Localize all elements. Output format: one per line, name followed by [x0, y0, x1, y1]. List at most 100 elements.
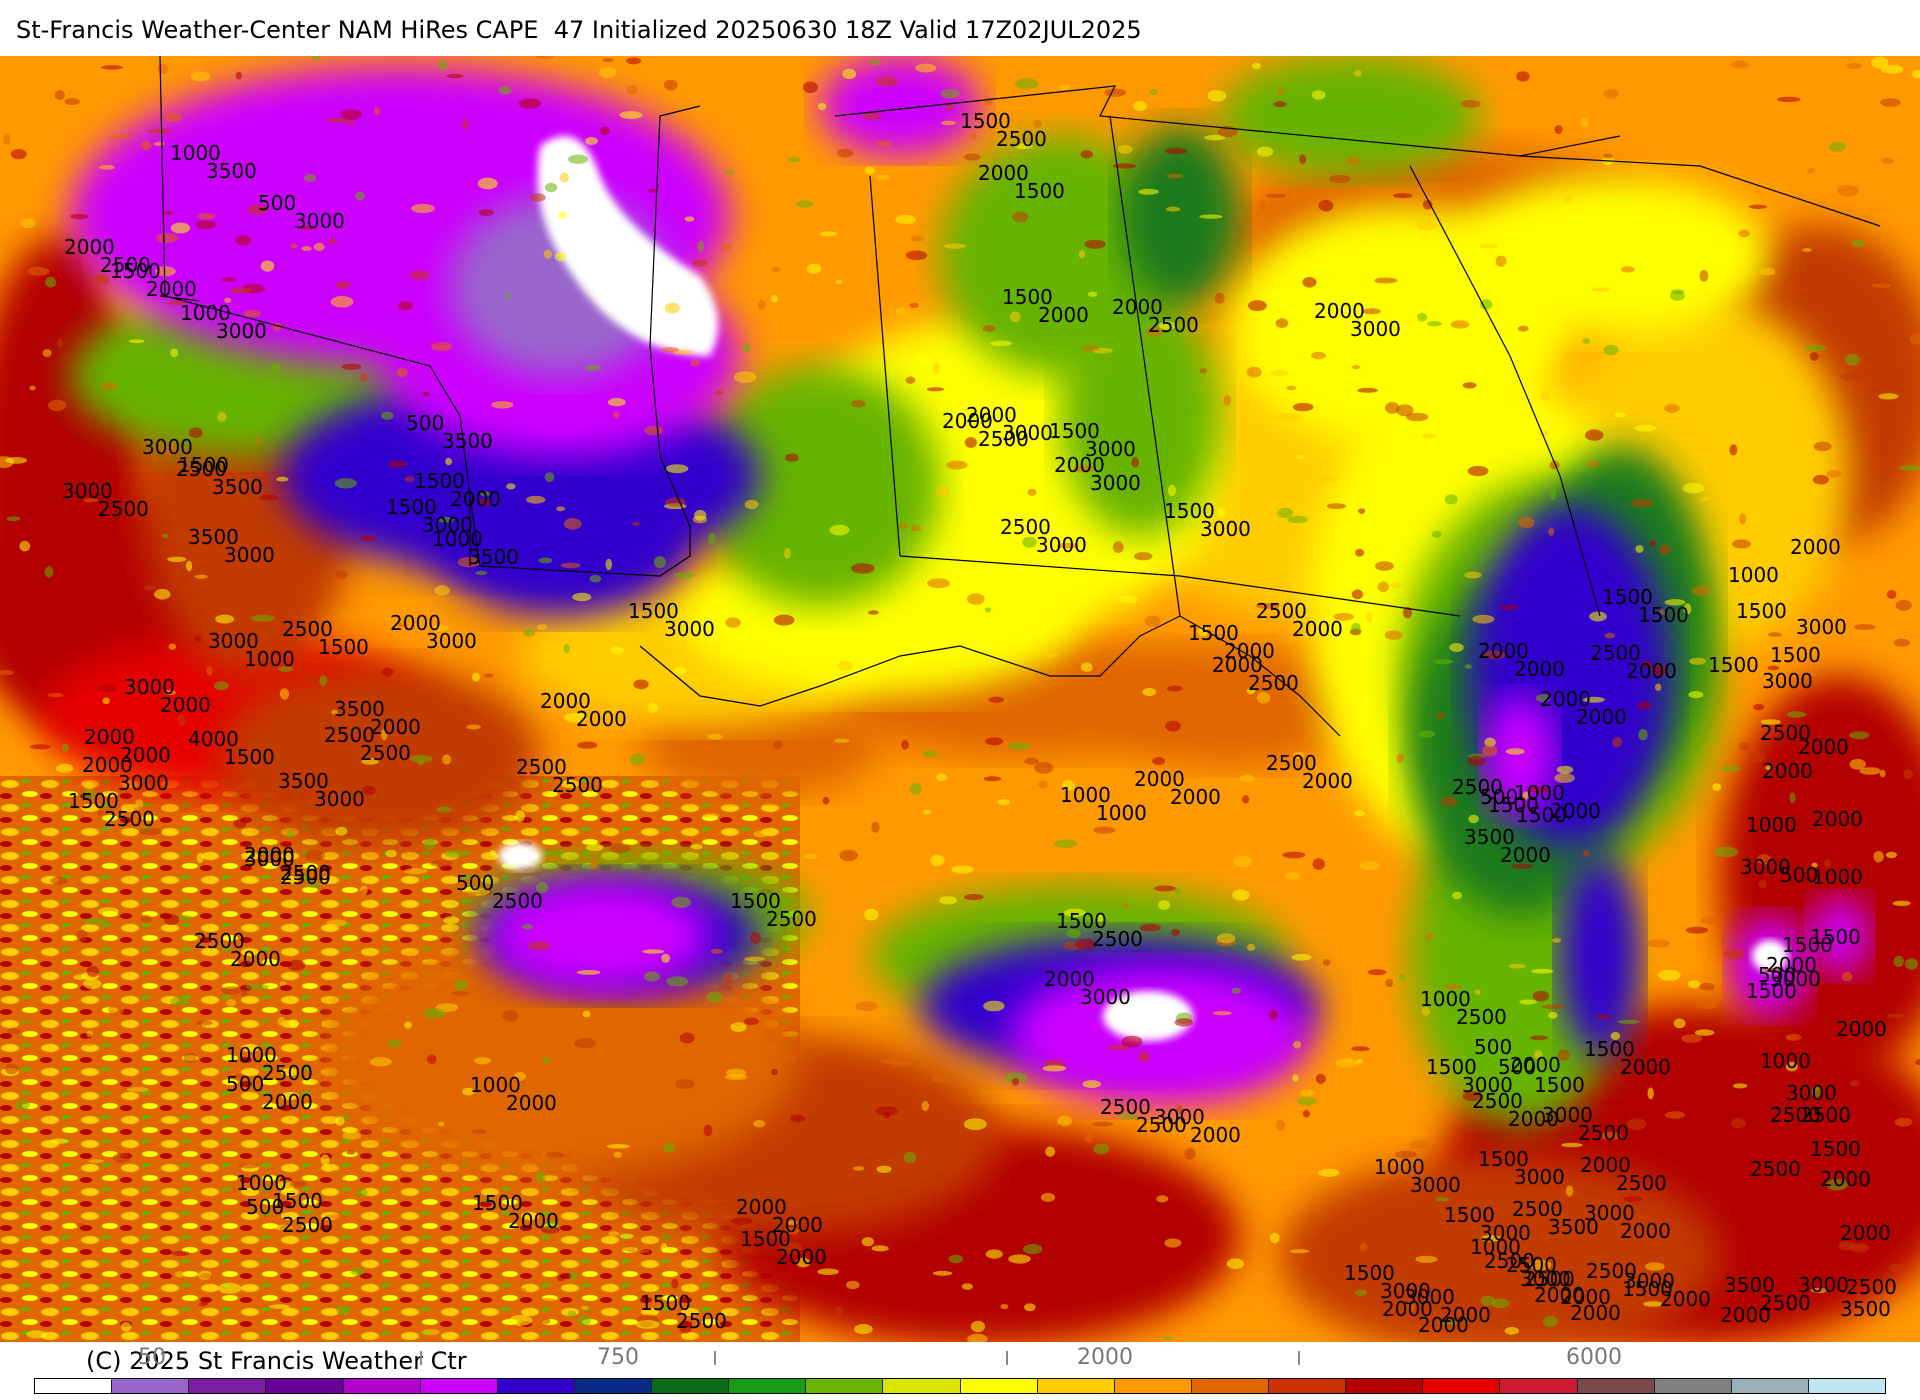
contour-label: 3000 [1584, 1201, 1635, 1225]
cape-texture-cell [1892, 900, 1911, 906]
cape-texture-cell [1688, 980, 1701, 989]
contour-label: 3000 [1002, 421, 1053, 445]
cape-texture-cell [1326, 503, 1347, 510]
cape-region [1120, 126, 1240, 306]
cape-texture-cell [802, 81, 819, 94]
cape-texture-cell [1878, 393, 1899, 400]
cape-texture-cell [1738, 741, 1750, 751]
cape-texture-cell [1894, 1117, 1913, 1127]
cape-texture-cell [1011, 1077, 1020, 1086]
cape-texture-cell [355, 1187, 368, 1197]
contour-label: 1000 [1746, 813, 1797, 837]
contour-label: 2500 [104, 807, 155, 831]
contour-label: 3000 [1404, 1285, 1455, 1309]
cape-texture-cell [1302, 1110, 1310, 1118]
contour-label: 2500 [676, 1309, 727, 1333]
cape-texture-cell [1396, 753, 1405, 764]
contour-label: 1500 [1056, 909, 1107, 933]
cape-texture-cell [935, 485, 951, 498]
contour-label: 2500 [324, 723, 375, 747]
contour-label: 2000 [230, 947, 281, 971]
cape-texture-cell [964, 893, 984, 901]
cape-texture-cell [1464, 664, 1473, 669]
cape-texture-cell [291, 722, 300, 729]
cape-texture-cell [1749, 204, 1768, 209]
contour-label: 2500 [1248, 671, 1299, 695]
cape-texture-cell [1105, 404, 1120, 411]
cape-texture-cell [842, 68, 857, 80]
cape-texture-cell [610, 646, 625, 654]
contour-label: 2500 [1266, 751, 1317, 775]
cape-texture-cell [1351, 1046, 1370, 1052]
cape-texture-cell [779, 1242, 803, 1254]
cape-texture-cell [1145, 326, 1164, 337]
cape-texture-cell [1170, 928, 1181, 937]
cape-texture-cell [50, 876, 68, 885]
cape-texture-cell [819, 231, 838, 237]
contour-label: 3000 [1542, 1103, 1593, 1127]
cape-texture-cell [1582, 696, 1605, 703]
cape-texture-cell [1033, 119, 1042, 128]
cape-texture-cell [1803, 344, 1827, 352]
cape-texture-cell [1438, 1320, 1459, 1325]
cape-texture-cell [1538, 430, 1549, 437]
cape-texture-cell [1093, 1143, 1109, 1155]
cape-texture-cell [1417, 312, 1428, 322]
cape-texture-cell [535, 1171, 546, 1184]
contour-label: 3500 [278, 769, 329, 793]
contour-label: 1500 [1638, 603, 1689, 627]
cape-texture-cell [536, 624, 548, 630]
cape-region [700, 366, 940, 606]
cape-texture-cell [684, 216, 695, 222]
cape-texture-cell [665, 464, 689, 474]
cape-texture-cell [542, 1056, 550, 1065]
contour-label: 2000 [1762, 759, 1813, 783]
contour-label: 3500 [442, 429, 493, 453]
contour-label: 1500 [414, 469, 465, 493]
cape-texture-cell [411, 203, 435, 214]
contour-label: 2000 [942, 409, 993, 433]
cape-texture-cell [1133, 100, 1147, 112]
cape-texture-cell [1591, 287, 1612, 292]
cape-texture-cell [287, 959, 306, 971]
cape-texture-cell [1729, 444, 1738, 456]
cape-texture-cell [1226, 1258, 1245, 1269]
cape-texture-cell [724, 1074, 748, 1080]
cape-texture-cell [477, 177, 498, 190]
cape-texture-cell [1912, 69, 1920, 79]
colorbar-tick-mark [1298, 1351, 1300, 1365]
cape-texture-cell [526, 495, 546, 504]
cape-texture-cell [1269, 752, 1277, 757]
contour-label: 3000 [1350, 317, 1401, 341]
cape-texture-cell [140, 914, 152, 924]
cape-texture-cell [177, 714, 186, 726]
cape-texture-cell [84, 1037, 95, 1047]
cape-texture-cell [1174, 1018, 1194, 1027]
cape-texture-cell [1898, 1136, 1907, 1142]
cape-texture-cell [338, 1014, 352, 1020]
contour-label: 3000 [1200, 517, 1251, 541]
cape-texture-cell [1474, 989, 1481, 995]
cape-texture-cell [1720, 1147, 1729, 1153]
cape-texture-cell [174, 1271, 185, 1278]
cape-texture-cell [853, 1166, 865, 1171]
cape-texture-cell [229, 287, 252, 294]
contour-label: 1500 [1488, 793, 1539, 817]
cape-texture-cell [386, 1039, 402, 1048]
cape-texture-cell [346, 1150, 356, 1155]
cape-texture-cell [1081, 662, 1093, 672]
cape-texture-cell [0, 669, 14, 676]
contour-label: 2000 [1570, 1301, 1621, 1325]
cape-texture-cell [1504, 1327, 1520, 1335]
cape-texture-cell [1809, 352, 1819, 361]
cape-texture-cell [166, 300, 187, 306]
cape-texture-cell [1144, 615, 1161, 627]
cape-texture-cell [1810, 1287, 1828, 1294]
contour-label: 2500 [1472, 1089, 1523, 1113]
cape-texture-cell [615, 1246, 636, 1251]
cape-texture-cell [1671, 289, 1685, 295]
cape-texture-cell [1529, 1035, 1549, 1041]
cape-texture-cell [1499, 605, 1520, 610]
cape-texture-cell [750, 932, 761, 944]
contour-label: 2500 [1000, 515, 1051, 539]
